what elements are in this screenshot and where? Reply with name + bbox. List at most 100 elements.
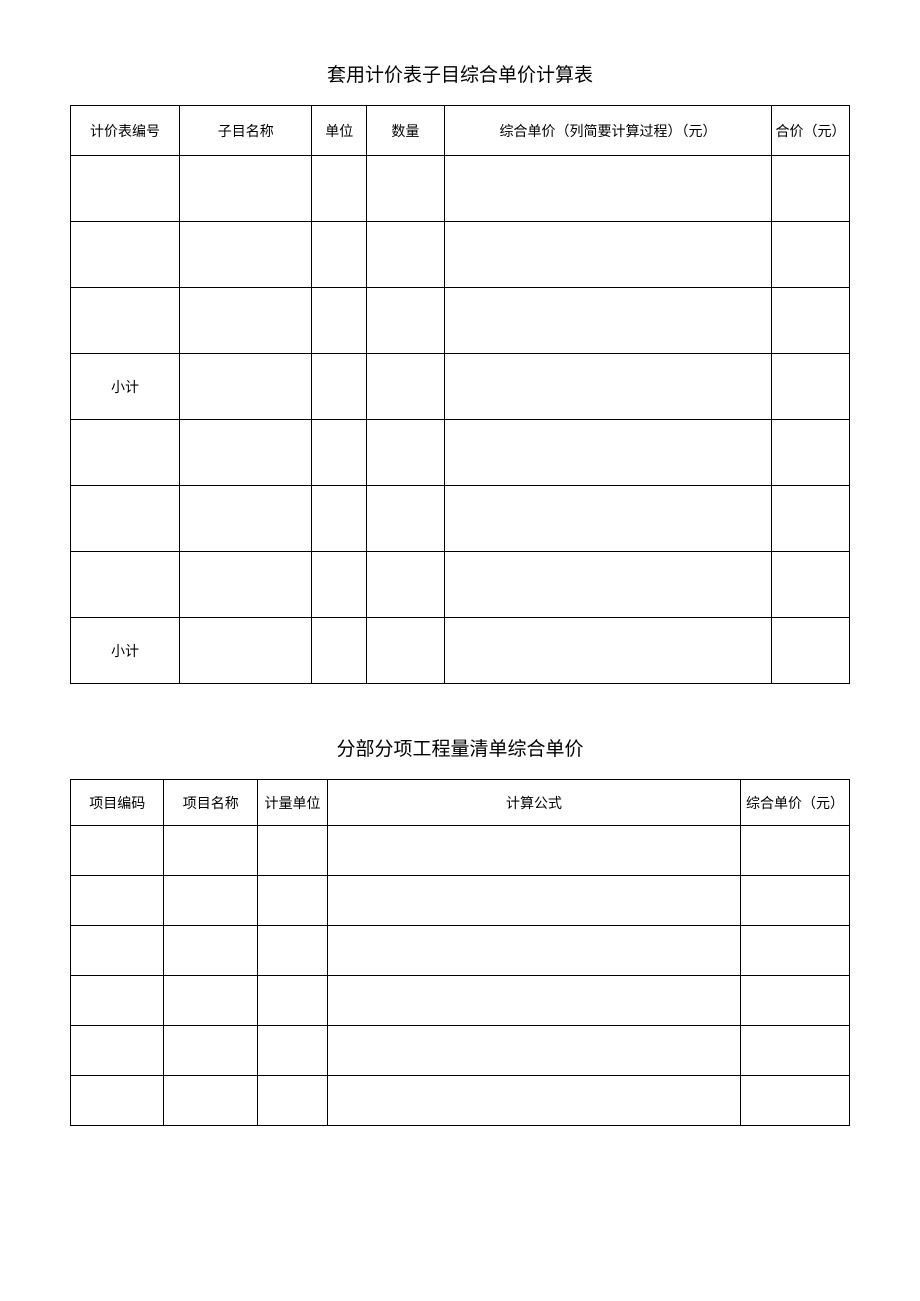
table1-cell [71, 486, 180, 552]
table1-header-col4: 数量 [366, 106, 444, 156]
table2-cell [328, 876, 741, 926]
table1-cell [444, 618, 771, 684]
table2-cell [164, 926, 257, 976]
table1-cell [312, 486, 367, 552]
table2-cell [328, 1076, 741, 1126]
table1-cell [366, 222, 444, 288]
table1-cell [312, 618, 367, 684]
table1-cell [772, 486, 850, 552]
table2-cell [164, 826, 257, 876]
table2-cell [257, 1026, 327, 1076]
table-row: 小计 [71, 618, 850, 684]
table-row [71, 826, 850, 876]
table1-header-col2: 子目名称 [180, 106, 312, 156]
table2-cell [71, 1076, 164, 1126]
table1-cell [444, 288, 771, 354]
table1-cell [366, 156, 444, 222]
table1-subtotal-label: 小计 [71, 354, 180, 420]
table1-cell [312, 156, 367, 222]
table1-cell [180, 222, 312, 288]
table2-cell [164, 1026, 257, 1076]
table2-cell [164, 1076, 257, 1126]
table2-cell [257, 1076, 327, 1126]
table-row [71, 976, 850, 1026]
table1-cell [71, 420, 180, 486]
table1-cell [312, 288, 367, 354]
table1-cell [71, 222, 180, 288]
table1-cell [772, 288, 850, 354]
table1-cell [444, 420, 771, 486]
table1-cell [180, 618, 312, 684]
table2-header-row: 项目编码 项目名称 计量单位 计算公式 综合单价（元） [71, 780, 850, 826]
table1-title: 套用计价表子目综合单价计算表 [70, 60, 850, 87]
table2-cell [257, 926, 327, 976]
table1-cell [366, 552, 444, 618]
table2-cell [740, 1026, 849, 1076]
table2-cell [257, 876, 327, 926]
table1-cell [312, 420, 367, 486]
table-row [71, 222, 850, 288]
table2: 项目编码 项目名称 计量单位 计算公式 综合单价（元） [70, 779, 850, 1126]
table1-cell [366, 420, 444, 486]
table1-cell [772, 156, 850, 222]
table2-cell [257, 826, 327, 876]
table1-cell [71, 288, 180, 354]
table2-header-col5: 综合单价（元） [740, 780, 849, 826]
table2-cell [328, 976, 741, 1026]
table1-cell [71, 156, 180, 222]
table1-header-col3: 单位 [312, 106, 367, 156]
table1-cell [772, 354, 850, 420]
table1-cell [312, 552, 367, 618]
table-row: 小计 [71, 354, 850, 420]
table2-header-col1: 项目编码 [71, 780, 164, 826]
table1-cell [366, 618, 444, 684]
table1-cell [180, 288, 312, 354]
table1-cell [444, 156, 771, 222]
table-row [71, 926, 850, 976]
table-row [71, 876, 850, 926]
table2-cell [328, 926, 741, 976]
table1-cell [312, 354, 367, 420]
table1-cell [772, 552, 850, 618]
table-row [71, 486, 850, 552]
table2-cell [164, 876, 257, 926]
table2-header-col3: 计量单位 [257, 780, 327, 826]
table2-cell [740, 826, 849, 876]
table1-cell [180, 354, 312, 420]
table2-cell [740, 1076, 849, 1126]
table2-cell [71, 1026, 164, 1076]
table2-cell [740, 976, 849, 1026]
table2-cell [740, 926, 849, 976]
table1-cell [444, 354, 771, 420]
table1-cell [366, 288, 444, 354]
table1-cell [772, 618, 850, 684]
table1-subtotal-label: 小计 [71, 618, 180, 684]
table2-cell [71, 826, 164, 876]
table1-header-col6: 合价（元） [772, 106, 850, 156]
table2-cell [328, 1026, 741, 1076]
table-row [71, 1076, 850, 1126]
table-row [71, 552, 850, 618]
table2-header-col2: 项目名称 [164, 780, 257, 826]
table1-cell [366, 354, 444, 420]
table1-cell [366, 486, 444, 552]
table1-cell [71, 552, 180, 618]
table1-cell [772, 420, 850, 486]
table1-cell [444, 222, 771, 288]
table1-header-col1: 计价表编号 [71, 106, 180, 156]
table1-cell [180, 552, 312, 618]
table1-cell [444, 486, 771, 552]
table2-cell [164, 976, 257, 1026]
table-row [71, 288, 850, 354]
table1-cell [180, 156, 312, 222]
table2-cell [71, 976, 164, 1026]
table-row [71, 420, 850, 486]
table1-header-row: 计价表编号 子目名称 单位 数量 综合单价（列简要计算过程）（元） 合价（元） [71, 106, 850, 156]
table1: 计价表编号 子目名称 单位 数量 综合单价（列简要计算过程）（元） 合价（元） … [70, 105, 850, 684]
table1-cell [312, 222, 367, 288]
table-row [71, 156, 850, 222]
table2-title: 分部分项工程量清单综合单价 [70, 734, 850, 761]
table2-cell [740, 876, 849, 926]
table1-cell [772, 222, 850, 288]
table1-cell [444, 552, 771, 618]
